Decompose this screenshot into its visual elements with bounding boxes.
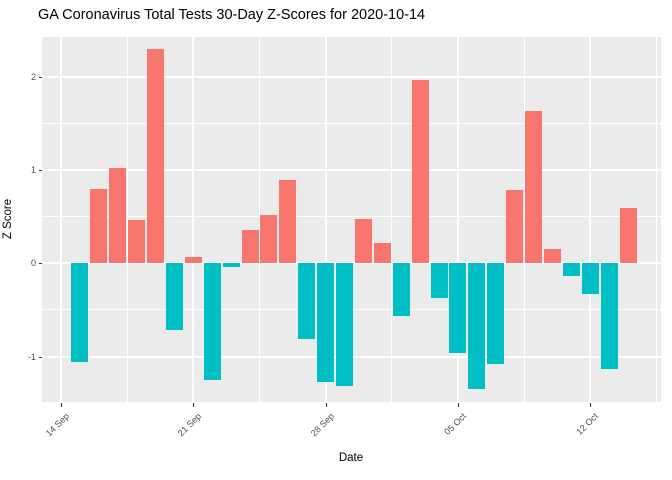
bar-negative: [298, 263, 316, 339]
bar-negative: [487, 263, 505, 365]
x-tick-mark: [457, 403, 459, 407]
y-major-gridline: [42, 75, 661, 78]
y-axis-title: Z Score: [2, 198, 14, 240]
x-tick-label: 12 Oct: [574, 411, 601, 437]
x-tick-mark: [193, 403, 195, 407]
x-minor-gridline: [655, 37, 657, 402]
bar-positive: [411, 80, 429, 264]
bar-negative: [600, 263, 618, 369]
y-tick-label: -1: [27, 351, 36, 362]
bar-negative: [203, 263, 221, 380]
x-major-gridline: [456, 37, 459, 402]
bar-negative: [430, 263, 448, 298]
bar-negative: [449, 263, 467, 353]
y-tick-mark: [39, 263, 42, 265]
y-major-gridline: [42, 169, 661, 171]
bar-positive: [109, 168, 127, 264]
x-major-gridline: [60, 37, 62, 402]
y-minor-gridline: [42, 122, 661, 124]
bar-positive: [525, 111, 542, 264]
bar-positive: [90, 188, 108, 264]
x-tick-mark: [61, 403, 62, 407]
x-tick-mark: [590, 403, 592, 407]
bar-positive: [147, 48, 164, 264]
bar-negative: [581, 263, 599, 295]
y-tick-mark: [39, 356, 42, 358]
x-major-gridline: [192, 37, 195, 402]
bar-positive: [373, 242, 391, 264]
x-minor-gridline: [523, 37, 525, 402]
x-tick-label: 14 Sep: [43, 411, 72, 439]
bar-negative: [392, 263, 410, 317]
y-tick-label: 1: [30, 165, 36, 175]
x-tick-label: 21 Sep: [176, 411, 204, 439]
y-minor-gridline: [42, 216, 661, 218]
bar-negative: [71, 263, 89, 363]
x-minor-gridline: [126, 37, 128, 402]
x-axis-title: Date: [338, 452, 364, 464]
bar-positive: [184, 256, 202, 264]
x-tick-mark: [325, 403, 327, 407]
bar-positive: [128, 220, 146, 264]
bar-negative: [165, 263, 183, 330]
chart-panel: [42, 37, 661, 402]
bar-positive: [354, 218, 372, 264]
x-minor-gridline: [258, 37, 260, 402]
y-tick-label: 0: [30, 258, 36, 269]
y-tick-mark: [39, 170, 42, 171]
bar-negative: [317, 263, 335, 382]
bar-positive: [543, 249, 561, 264]
x-tick-label: 28 Sep: [308, 411, 336, 439]
chart-title: GA Coronavirus Total Tests 30-Day Z-Scor…: [38, 7, 426, 23]
bar-negative: [222, 263, 240, 268]
y-tick-label: 2: [30, 71, 36, 82]
bar-negative: [468, 263, 486, 390]
bar-positive: [506, 189, 524, 264]
y-tick-mark: [39, 76, 42, 78]
x-major-gridline: [324, 37, 327, 402]
bar-positive: [260, 214, 278, 264]
bar-positive: [279, 180, 297, 264]
bar-positive: [619, 208, 637, 264]
x-major-gridline: [589, 37, 592, 402]
bar-negative: [562, 263, 580, 277]
x-minor-gridline: [391, 37, 393, 402]
x-tick-label: 05 Oct: [442, 411, 468, 437]
bar-negative: [336, 263, 353, 386]
bar-positive: [241, 229, 259, 264]
